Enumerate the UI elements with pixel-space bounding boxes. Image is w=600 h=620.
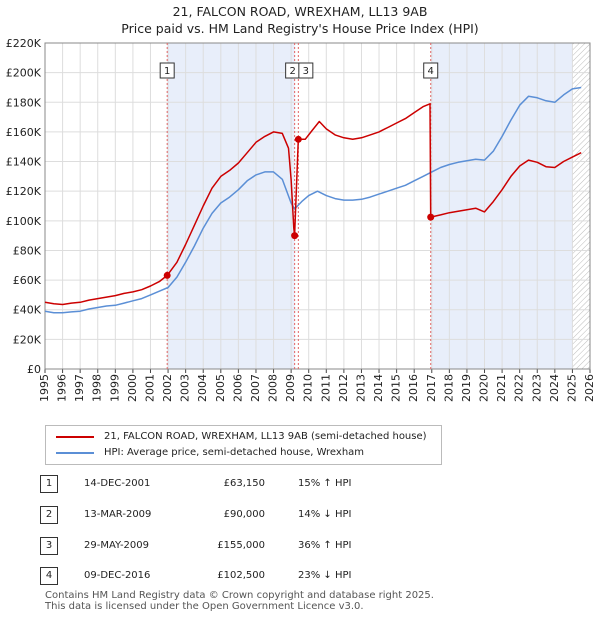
y-tick-label: £160K [6, 126, 42, 139]
x-tick-label: 2000 [126, 374, 139, 402]
y-tick-label: £220K [6, 37, 42, 50]
y-tick-label: £120K [6, 185, 42, 198]
transaction-number-badge: 3 [40, 537, 58, 555]
footer-line2: This data is licensed under the Open Gov… [45, 601, 364, 612]
transaction-date: 14-DEC-2001 [84, 478, 151, 489]
x-tick-label: 2009 [284, 374, 297, 402]
x-tick-label: 1998 [91, 374, 104, 402]
hpi-series-line [44, 86, 582, 314]
marker-number-label: 2 [289, 66, 295, 77]
x-tick-label: 2008 [267, 374, 280, 402]
x-tick-label: 2017 [425, 374, 438, 402]
x-tick-label: 2018 [442, 374, 455, 402]
x-tick-label: 2025 [565, 374, 578, 402]
chart-title-line2: Price paid vs. HM Land Registry's House … [121, 21, 479, 36]
footer-line1: Contains HM Land Registry data © Crown c… [45, 590, 434, 601]
plot-frame [44, 42, 591, 370]
transaction-date: 09-DEC-2016 [84, 570, 151, 581]
x-tick-label: 1995 [38, 374, 51, 402]
transaction-number-badge: 4 [40, 567, 58, 585]
marker-number-label: 4 [428, 66, 434, 77]
ownership-shade [430, 43, 573, 369]
transaction-number-badge: 2 [40, 506, 58, 524]
x-tick-label: 2026 [583, 374, 596, 402]
ownership-shade [167, 43, 295, 369]
legend-hpi-label: HPI: Average price, semi-detached house,… [104, 447, 365, 458]
y-tick-label: £100K [6, 215, 42, 228]
transaction-price: £90,000 [223, 509, 265, 520]
footer-attribution: Contains HM Land Registry data © Crown c… [45, 590, 434, 612]
legend-item-hpi: HPI: Average price, semi-detached house,… [56, 445, 364, 461]
y-tick-label: £140K [6, 156, 42, 169]
x-tick-label: 2013 [354, 374, 367, 402]
transaction-date: 13-MAR-2009 [84, 509, 152, 520]
x-tick-label: 2015 [390, 374, 403, 402]
property-series-line [44, 103, 582, 306]
forecast-hatch [572, 43, 590, 369]
sale-point [427, 213, 435, 221]
transaction-price: £63,150 [223, 478, 265, 489]
marker-number-box [298, 62, 314, 79]
x-tick-label: 2023 [530, 374, 543, 402]
x-tick-label: 1996 [56, 374, 69, 402]
sale-point [294, 135, 302, 143]
transaction-hpi-diff: 15% ↑ HPI [298, 478, 352, 489]
y-tick-label: £0 [27, 363, 41, 376]
x-tick-label: 2014 [372, 374, 385, 402]
marker-number-box [423, 62, 439, 79]
sale-point [291, 232, 299, 240]
x-tick-label: 1997 [73, 374, 86, 402]
legend-hpi-line [56, 452, 94, 454]
x-tick-label: 2003 [179, 374, 192, 402]
x-tick-label: 2021 [495, 374, 508, 402]
x-tick-label: 2011 [319, 374, 332, 402]
transaction-hpi-diff: 14% ↓ HPI [298, 509, 352, 520]
x-tick-label: 1999 [108, 374, 121, 402]
legend-property-line [56, 436, 94, 438]
y-tick-label: £180K [6, 96, 42, 109]
transaction-hpi-diff: 23% ↓ HPI [298, 570, 352, 581]
marker-number-label: 1 [164, 66, 170, 77]
marker-number-box [159, 62, 175, 79]
transaction-hpi-diff: 36% ↑ HPI [298, 540, 352, 551]
price-chart: £0 £20K £40K £60K £80K £100K £120K £140K £160K £1… [6, 37, 596, 402]
x-tick-label: 2001 [143, 374, 156, 402]
y-tick-label: £200K [6, 67, 42, 80]
x-tick-label: 2024 [548, 374, 561, 402]
chart-title: 21, FALCON ROAD, WREXHAM, LL13 9AB Price… [0, 3, 600, 37]
x-tick-label: 2002 [161, 374, 174, 402]
x-tick-label: 2007 [249, 374, 262, 402]
x-tick-label: 2004 [196, 374, 209, 402]
y-tick-label: £80K [13, 244, 42, 257]
chart-title-line1: 21, FALCON ROAD, WREXHAM, LL13 9AB [172, 4, 428, 19]
legend-item-property: 21, FALCON ROAD, WREXHAM, LL13 9AB (semi… [56, 429, 427, 445]
marker-number-label: 3 [303, 66, 309, 77]
legend: 21, FALCON ROAD, WREXHAM, LL13 9AB (semi… [45, 425, 442, 465]
transaction-date: 29-MAY-2009 [84, 540, 150, 551]
sale-point [163, 271, 171, 279]
x-tick-label: 2020 [478, 374, 491, 402]
x-tick-label: 2016 [407, 374, 420, 402]
transaction-number-badge: 1 [40, 475, 58, 493]
y-tick-label: £40K [13, 304, 42, 317]
legend-property-label: 21, FALCON ROAD, WREXHAM, LL13 9AB (semi… [104, 431, 427, 442]
x-tick-label: 2012 [337, 374, 350, 402]
x-tick-label: 2005 [214, 374, 227, 402]
transaction-price: £155,000 [217, 540, 265, 551]
x-tick-label: 2022 [513, 374, 526, 402]
x-tick-label: 2019 [460, 374, 473, 402]
y-tick-label: £20K [13, 333, 42, 346]
transaction-price: £102,500 [217, 570, 265, 581]
x-tick-label: 2010 [302, 374, 315, 402]
x-tick-label: 2006 [231, 374, 244, 402]
y-tick-label: £60K [13, 274, 42, 287]
